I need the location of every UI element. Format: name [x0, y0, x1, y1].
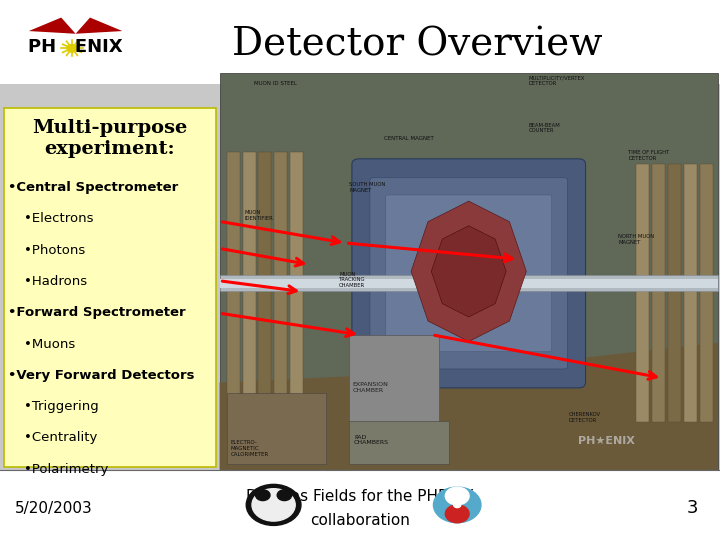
Text: collaboration: collaboration [310, 513, 410, 528]
Polygon shape [411, 201, 526, 342]
Circle shape [445, 505, 469, 523]
Text: Douglas Fields for the PHENIX: Douglas Fields for the PHENIX [246, 489, 474, 504]
Circle shape [246, 484, 301, 525]
FancyBboxPatch shape [220, 279, 718, 288]
Polygon shape [76, 17, 122, 33]
Text: EXPANSION
CHAMBER: EXPANSION CHAMBER [353, 382, 389, 393]
Text: MUON
TRACKING
CHAMBER: MUON TRACKING CHAMBER [339, 272, 366, 288]
Text: CENTRAL MAGNET: CENTRAL MAGNET [384, 137, 433, 141]
Text: CHERENKOV
DETECTOR: CHERENKOV DETECTOR [568, 413, 600, 423]
Text: •Polarimetry: •Polarimetry [24, 463, 108, 476]
FancyBboxPatch shape [636, 164, 649, 422]
Circle shape [454, 502, 461, 508]
FancyBboxPatch shape [352, 159, 585, 388]
Text: TIME OF FLIGHT
DETECTOR: TIME OF FLIGHT DETECTOR [628, 151, 670, 161]
Text: •Muons: •Muons [24, 338, 75, 350]
Circle shape [433, 487, 481, 523]
FancyBboxPatch shape [290, 152, 303, 430]
Circle shape [252, 489, 295, 521]
FancyBboxPatch shape [0, 0, 720, 84]
Text: MUON
IDENTIFIER: MUON IDENTIFIER [245, 210, 274, 221]
Text: NORTH MUON
MAGNET: NORTH MUON MAGNET [618, 234, 654, 245]
Text: Detector Overview: Detector Overview [233, 26, 603, 63]
Text: PAD
CHAMBERS: PAD CHAMBERS [354, 435, 389, 446]
FancyBboxPatch shape [258, 152, 271, 430]
Text: 3: 3 [687, 500, 698, 517]
Polygon shape [220, 343, 718, 470]
FancyBboxPatch shape [227, 152, 240, 430]
FancyBboxPatch shape [4, 108, 216, 467]
Text: BEAM-BEAM
COUNTER: BEAM-BEAM COUNTER [528, 123, 560, 133]
FancyBboxPatch shape [220, 275, 718, 292]
Text: •Photons: •Photons [24, 244, 85, 256]
Text: •Central Spectrometer: •Central Spectrometer [8, 181, 178, 194]
Text: ELECTRO-
MAGNETIC
CALORIMETER: ELECTRO- MAGNETIC CALORIMETER [230, 440, 269, 456]
Circle shape [277, 490, 292, 501]
Text: •Very Forward Detectors: •Very Forward Detectors [8, 369, 194, 382]
FancyBboxPatch shape [700, 164, 713, 422]
Text: MULTIPLICITY/VERTEX
DETECTOR: MULTIPLICITY/VERTEX DETECTOR [528, 75, 585, 86]
Polygon shape [29, 17, 76, 33]
Text: 5/20/2003: 5/20/2003 [14, 501, 92, 516]
Text: •Hadrons: •Hadrons [24, 275, 87, 288]
FancyBboxPatch shape [386, 195, 552, 352]
FancyBboxPatch shape [274, 152, 287, 430]
FancyBboxPatch shape [220, 73, 718, 470]
FancyBboxPatch shape [652, 164, 665, 422]
Text: •Electrons: •Electrons [24, 212, 94, 225]
Circle shape [67, 45, 77, 52]
FancyBboxPatch shape [243, 152, 256, 430]
Text: MUON ID STEEL: MUON ID STEEL [254, 81, 297, 86]
Circle shape [256, 490, 270, 501]
FancyBboxPatch shape [227, 393, 326, 464]
FancyBboxPatch shape [349, 421, 449, 464]
FancyBboxPatch shape [0, 84, 720, 470]
FancyBboxPatch shape [668, 164, 681, 422]
Polygon shape [431, 226, 506, 317]
Text: PH★ENIX: PH★ENIX [578, 436, 635, 446]
Text: •Forward Spectrometer: •Forward Spectrometer [8, 306, 186, 319]
Circle shape [445, 487, 469, 505]
FancyBboxPatch shape [684, 164, 697, 422]
FancyBboxPatch shape [0, 470, 720, 540]
Text: PH   ENIX: PH ENIX [28, 38, 123, 56]
Text: •Triggering: •Triggering [24, 400, 99, 413]
Text: SOUTH MUON
MAGNET: SOUTH MUON MAGNET [349, 182, 385, 193]
Text: •Centrality: •Centrality [24, 431, 97, 444]
Text: Multi-purpose
experiment:: Multi-purpose experiment: [32, 119, 187, 158]
FancyBboxPatch shape [349, 335, 438, 422]
FancyBboxPatch shape [370, 178, 567, 369]
